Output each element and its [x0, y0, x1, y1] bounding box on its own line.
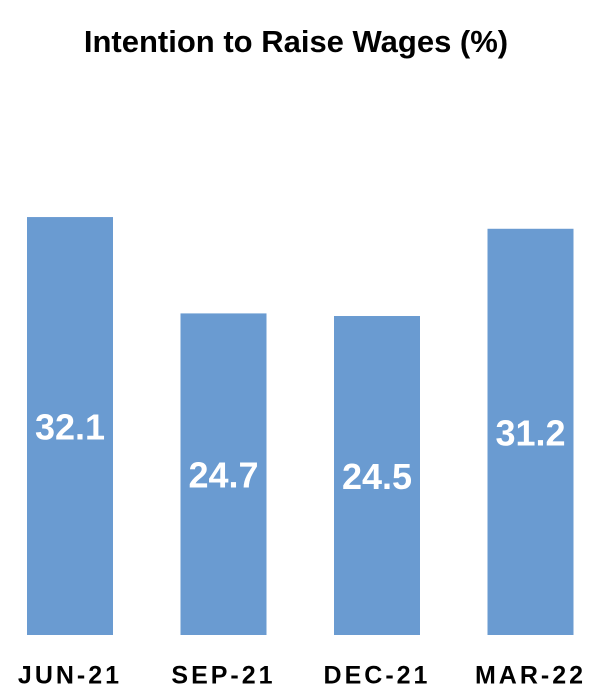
x-tick-label: MAR-22	[475, 662, 586, 690]
value-label: 24.7	[188, 455, 258, 496]
value-label: 24.5	[342, 456, 412, 497]
chart-title: Intention to Raise Wages (%)	[84, 24, 508, 59]
value-label: 31.2	[495, 412, 565, 453]
bar	[334, 316, 420, 635]
x-tick-label: JUN-21	[18, 662, 122, 690]
x-tick-label: SEP-21	[171, 662, 275, 690]
bar	[487, 228, 574, 635]
value-label: 32.1	[35, 407, 105, 448]
x-tick-label: DEC-21	[324, 662, 431, 690]
bar	[180, 313, 267, 635]
bar	[27, 217, 113, 636]
